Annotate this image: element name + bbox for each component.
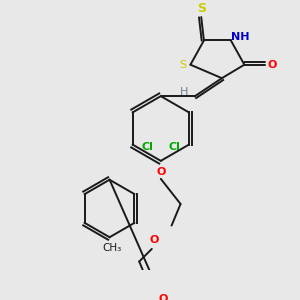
Text: O: O bbox=[159, 294, 168, 300]
Text: S: S bbox=[180, 60, 187, 70]
Text: Cl: Cl bbox=[169, 142, 180, 152]
Text: O: O bbox=[156, 167, 166, 177]
Text: CH₃: CH₃ bbox=[103, 243, 122, 253]
Text: H: H bbox=[180, 87, 188, 97]
Text: S: S bbox=[197, 2, 206, 15]
Text: O: O bbox=[150, 235, 159, 245]
Text: O: O bbox=[268, 60, 277, 70]
Text: NH: NH bbox=[231, 32, 249, 42]
Text: Cl: Cl bbox=[141, 142, 153, 152]
